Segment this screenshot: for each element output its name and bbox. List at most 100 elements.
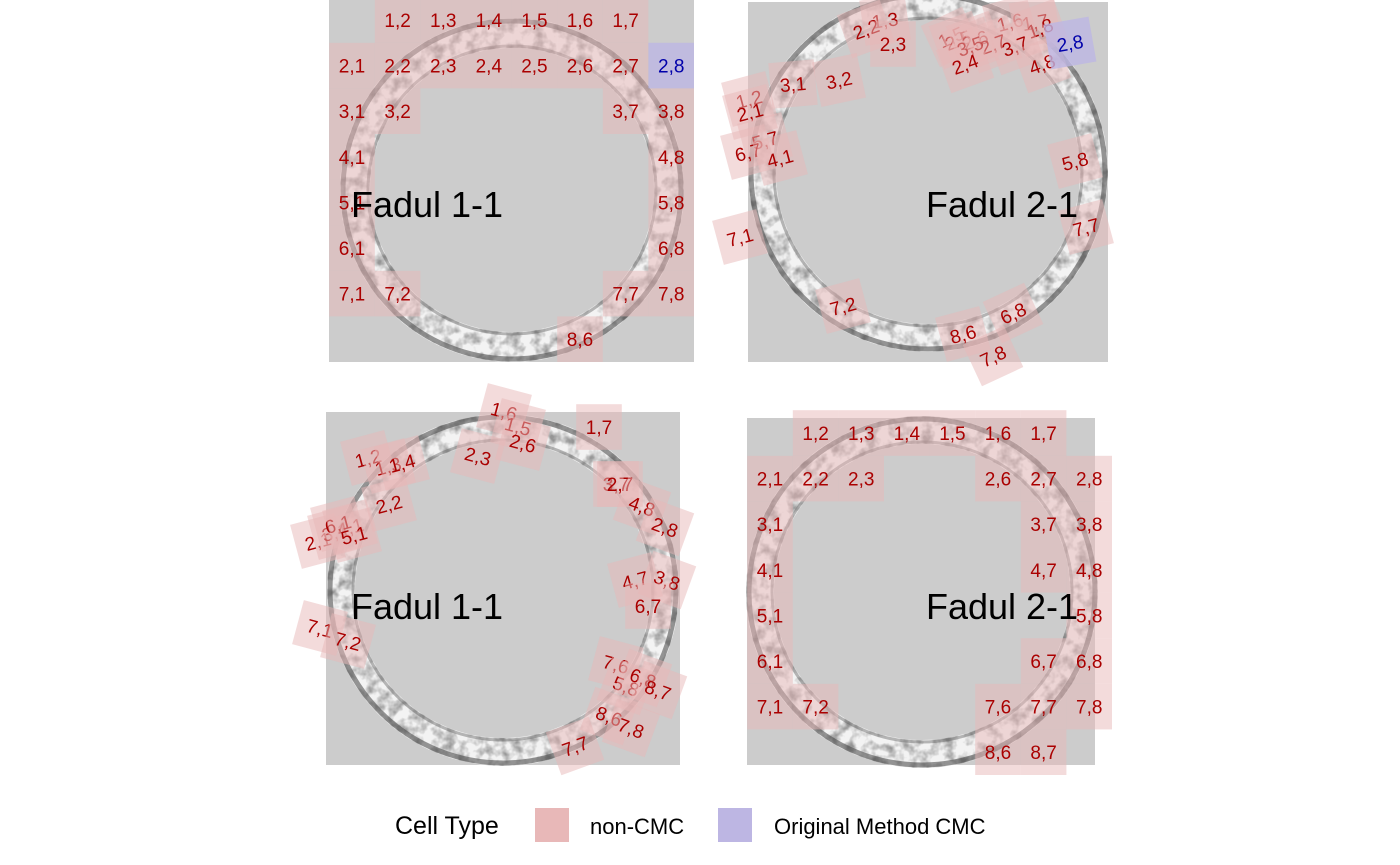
cell-label: 1,2 xyxy=(802,424,828,445)
cell-box xyxy=(975,455,1021,502)
cell-box xyxy=(329,88,375,134)
cell-label: 2,6 xyxy=(985,470,1011,491)
cell-label: 6,8 xyxy=(658,239,684,260)
cell-non-cmc: 5,1 xyxy=(747,592,793,639)
cell-box xyxy=(602,270,649,317)
cell-label: 1,7 xyxy=(586,418,612,439)
cell-label: 2,2 xyxy=(384,57,410,78)
cell-non-cmc: 2,2 xyxy=(361,476,417,532)
cell-label: 1,6 xyxy=(985,424,1011,445)
cell-label: 2,1 xyxy=(339,57,365,78)
cell-label: 2,7 xyxy=(612,57,638,78)
panel-title: Fadul 1-1 xyxy=(351,184,503,225)
cell-label: 6,1 xyxy=(757,652,783,673)
cell-box xyxy=(374,88,421,134)
cell-box xyxy=(557,316,603,362)
cell-label: 5,8 xyxy=(1076,606,1102,627)
cell-non-cmc: 5,8 xyxy=(1047,133,1103,189)
cell-non-cmc: 1,6 xyxy=(557,0,603,43)
cell-box xyxy=(329,270,375,317)
cell-non-cmc: 6,8 xyxy=(982,282,1044,344)
cell-non-cmc: 3,8 xyxy=(1066,501,1112,547)
cell-non-cmc: 7,8 xyxy=(648,270,694,317)
cell-label: 5,1 xyxy=(757,606,783,627)
cell-non-cmc: 1,2 xyxy=(792,410,839,456)
cell-non-cmc: 2,1 xyxy=(747,455,793,502)
cell-label: 6,7 xyxy=(635,597,661,618)
cell-non-cmc: 2,8 xyxy=(635,497,695,557)
panel-title: Fadul 2-1 xyxy=(926,586,1078,627)
cell-non-cmc: 4,1 xyxy=(329,134,375,180)
cell-box xyxy=(1066,683,1112,730)
cell-non-cmc: 2,6 xyxy=(495,415,551,471)
cell-non-cmc: 3,1 xyxy=(768,59,818,109)
cell-box xyxy=(320,613,376,669)
cell-non-cmc: 2,3 xyxy=(450,428,506,484)
cell-label: 1,5 xyxy=(521,11,547,32)
cell-non-cmc: 1,2 xyxy=(374,0,421,43)
cell-non-cmc: 7,7 xyxy=(545,716,605,776)
cell-label: 2,8 xyxy=(658,57,684,78)
cell-box xyxy=(511,0,558,43)
cell-non-cmc: 8,6 xyxy=(557,316,603,362)
cell-non-cmc: 2,7 xyxy=(602,42,649,89)
panel-title: Fadul 2-1 xyxy=(926,184,1078,225)
cell-label: 3,8 xyxy=(1076,515,1102,536)
cell-label: 2,8 xyxy=(1055,32,1085,57)
legend-key-original-method-cmc xyxy=(718,808,752,842)
cell-box xyxy=(495,415,551,471)
cell-label: 1,5 xyxy=(939,424,965,445)
cell-box xyxy=(374,435,430,491)
cell-box xyxy=(511,42,558,89)
cell-label: 6,1 xyxy=(339,239,365,260)
cell-box xyxy=(466,0,512,43)
cell-label: 3,1 xyxy=(779,74,807,97)
cell-label: 5,1 xyxy=(339,193,365,214)
cell-non-cmc: 1,4 xyxy=(466,0,512,43)
cell-box xyxy=(768,59,818,109)
cell-box xyxy=(792,683,839,730)
cell-label: 3,2 xyxy=(384,102,410,123)
cell-box xyxy=(648,134,694,180)
cell-box xyxy=(1020,638,1067,684)
cell-label: 3,7 xyxy=(1030,515,1056,536)
cell-box xyxy=(648,42,694,89)
cell-non-cmc: 5,1 xyxy=(326,507,382,563)
cell-non-cmc: 4,7 xyxy=(1020,547,1067,593)
cell-non-cmc: 2,4 xyxy=(466,42,512,89)
cell-label: 1,3 xyxy=(430,11,456,32)
cell-label: 2,6 xyxy=(567,57,593,78)
cell-box xyxy=(838,410,884,456)
cell-non-cmc: 4,1 xyxy=(752,130,808,186)
cell-box xyxy=(747,455,793,502)
panel-top-right: 1,32,22,31,51,61,71,82,52,62,73,53,72,44… xyxy=(712,0,1114,387)
cell-non-cmc: 2,2 xyxy=(374,42,421,89)
cell-box xyxy=(329,134,375,180)
cell-box xyxy=(982,282,1044,344)
cell-non-cmc: 2,3 xyxy=(420,42,466,89)
cell-box xyxy=(648,270,694,317)
panel-bottom-right: 1,2 1,3 1,4 1,5 1,6 1,7 2,1 2,2 2,3 2,6 2,7 2,8 3,1 3… xyxy=(746,410,1112,775)
cell-non-cmc: 6,7 xyxy=(1020,638,1067,684)
cell-label: 4,8 xyxy=(1076,561,1102,582)
cell-label: 2,3 xyxy=(430,57,456,78)
cell-box xyxy=(1020,547,1067,593)
cell-box xyxy=(602,88,649,134)
cell-non-cmc: 3,2 xyxy=(374,88,421,134)
panel-bottom-left: 1,61,52,62,31,71,21,31,42,22,13,14,16,15… xyxy=(290,383,697,776)
cell-non-cmc: 6,8 xyxy=(648,225,694,271)
cell-non-cmc: 1,6 xyxy=(975,410,1021,456)
cell-label: 4,7 xyxy=(1030,561,1056,582)
cell-non-cmc: 3,7 xyxy=(602,88,649,134)
cell-non-cmc: 7,2 xyxy=(815,278,871,334)
cell-non-cmc: 7,8 xyxy=(962,325,1024,387)
cell-non-cmc: 1,4 xyxy=(374,435,430,491)
cell-box xyxy=(648,179,694,226)
cell-box xyxy=(1058,199,1114,255)
legend-label-original-method-cmc: Original Method CMC xyxy=(774,814,986,839)
cell-non-cmc: 8,6 xyxy=(975,729,1021,775)
cell-non-cmc: 4,8 xyxy=(648,134,694,180)
cell-label: 1,4 xyxy=(476,11,503,32)
cell-box xyxy=(557,0,603,43)
cell-box xyxy=(975,729,1021,775)
